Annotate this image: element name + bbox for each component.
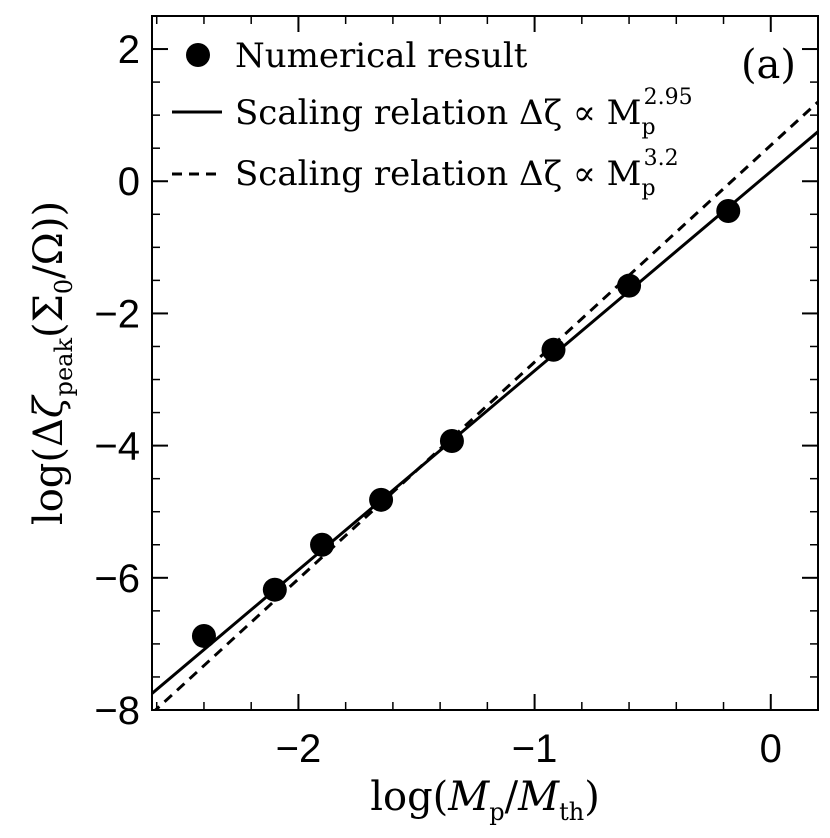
data-point: [191, 623, 216, 648]
axis-tick-labels: −2 −1 0 −8 −6 −4 −2 0 2: [94, 28, 782, 771]
scaling-line-solid: [152, 130, 818, 695]
legend-label-scaling-32: Scaling relation Δζ ∝ Mp3.2: [235, 146, 679, 201]
x-tick-label: −2: [276, 727, 322, 771]
data-point: [541, 337, 566, 362]
y-tick-label: 0: [118, 160, 140, 204]
data-point: [716, 198, 741, 223]
x-tick-label: 0: [760, 727, 782, 771]
x-axis-label: log(Mp/Mth): [370, 774, 600, 826]
data-point: [262, 577, 287, 602]
data-point: [439, 428, 464, 453]
y-tick-label: −2: [94, 292, 140, 336]
y-tick-label: 2: [118, 28, 140, 72]
legend-label-scaling-295: Scaling relation Δζ ∝ Mp2.95: [235, 85, 693, 140]
data-point: [369, 487, 394, 512]
panel-label: (a): [741, 42, 796, 88]
y-axis-label: log(Δζpeak(Σ0/Ω)): [26, 201, 78, 525]
series-points: [191, 198, 741, 648]
y-tick-label: −8: [94, 689, 140, 733]
data-point: [310, 532, 335, 557]
x-tick-label: −1: [512, 727, 558, 771]
data-point: [617, 273, 642, 298]
legend-label-numerical: Numerical result: [235, 36, 528, 76]
plot-frame: [151, 15, 819, 711]
legend-marker-circle: [186, 43, 210, 67]
scaling-line-dashed: [153, 100, 818, 710]
y-tick-label: −4: [94, 425, 140, 469]
series-lines: [152, 100, 818, 710]
axis-ticks: [152, 15, 819, 711]
y-tick-label: −6: [94, 557, 140, 601]
legend: Numerical result Scaling relation Δζ ∝ M…: [172, 36, 693, 201]
